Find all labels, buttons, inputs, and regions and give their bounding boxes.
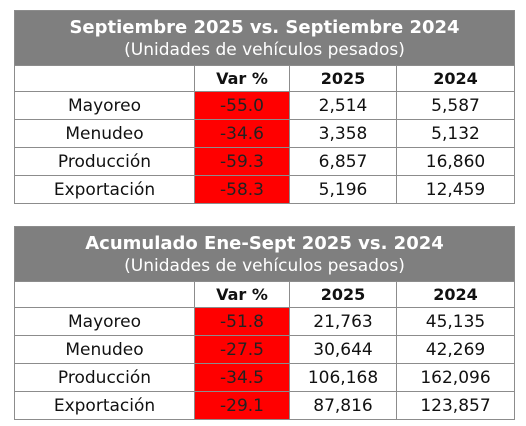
column-header-row: Var % 2025 2024 (14, 65, 516, 92)
table-row: Producción -59.3 6,857 16,860 (14, 147, 516, 176)
table-title-cell: Septiembre 2025 vs. Septiembre 2024 (Uni… (13, 10, 516, 66)
value-2025: 30,644 (289, 335, 397, 364)
table-row: Producción -34.5 106,168 162,096 (14, 363, 515, 392)
table-row: Mayoreo -51.8 21,763 45,135 (14, 307, 515, 336)
value-2025: 3,358 (289, 119, 397, 148)
column-header-row: Var % 2025 2024 (14, 281, 515, 308)
var-cell: -58.3 (194, 175, 290, 204)
value-2024: 162,096 (396, 363, 515, 392)
table-row: Exportación -29.1 87,816 123,857 (14, 391, 515, 420)
var-cell: -51.8 (194, 307, 290, 336)
value-2024: 42,269 (396, 335, 515, 364)
cumulative-table: Acumulado Ene-Sept 2025 vs. 2024 (Unidad… (14, 226, 515, 420)
column-header-2024: 2024 (395, 65, 516, 92)
column-header-2024: 2024 (396, 281, 515, 308)
var-cell: -27.5 (194, 335, 290, 364)
value-2025: 2,514 (289, 91, 397, 120)
column-header-empty (14, 281, 195, 308)
table-title-cell: Acumulado Ene-Sept 2025 vs. 2024 (Unidad… (14, 226, 515, 282)
value-2024: 45,135 (396, 307, 515, 336)
table-row: Mayoreo -55.0 2,514 5,587 (14, 91, 516, 120)
monthly-table: Septiembre 2025 vs. Septiembre 2024 (Uni… (13, 10, 516, 204)
column-header-2025: 2025 (289, 281, 397, 308)
value-2025: 21,763 (289, 307, 397, 336)
value-2025: 6,857 (289, 147, 397, 176)
value-2024: 5,132 (395, 119, 516, 148)
column-header-empty (14, 65, 195, 92)
table-subtitle: (Unidades de vehículos pesados) (124, 40, 405, 60)
column-header-var: Var % (194, 65, 290, 92)
table-subtitle: (Unidades de vehículos pesados) (124, 256, 405, 276)
table-title: Septiembre 2025 vs. Septiembre 2024 (69, 17, 460, 38)
value-2024: 16,860 (395, 147, 516, 176)
value-2024: 123,857 (396, 391, 515, 420)
value-2024: 12,459 (395, 175, 516, 204)
var-cell: -29.1 (194, 391, 290, 420)
row-label: Exportación (14, 391, 195, 420)
table-row: Menudeo -27.5 30,644 42,269 (14, 335, 515, 364)
table-row: Menudeo -34.6 3,358 5,132 (14, 119, 516, 148)
row-label: Exportación (14, 175, 195, 204)
var-cell: -34.6 (194, 119, 290, 148)
var-cell: -59.3 (194, 147, 290, 176)
value-2025: 5,196 (289, 175, 397, 204)
value-2024: 5,587 (395, 91, 516, 120)
row-label: Mayoreo (14, 91, 195, 120)
row-label: Producción (14, 363, 195, 392)
var-cell: -34.5 (194, 363, 290, 392)
value-2025: 87,816 (289, 391, 397, 420)
table-row: Exportación -58.3 5,196 12,459 (14, 175, 516, 204)
row-label: Producción (14, 147, 195, 176)
column-header-var: Var % (194, 281, 290, 308)
table-header: Acumulado Ene-Sept 2025 vs. 2024 (Unidad… (14, 226, 515, 282)
table-title: Acumulado Ene-Sept 2025 vs. 2024 (85, 233, 444, 254)
column-header-2025: 2025 (289, 65, 397, 92)
var-cell: -55.0 (194, 91, 290, 120)
table-header: Septiembre 2025 vs. Septiembre 2024 (Uni… (13, 10, 516, 66)
row-label: Mayoreo (14, 307, 195, 336)
row-label: Menudeo (14, 119, 195, 148)
value-2025: 106,168 (289, 363, 397, 392)
row-label: Menudeo (14, 335, 195, 364)
